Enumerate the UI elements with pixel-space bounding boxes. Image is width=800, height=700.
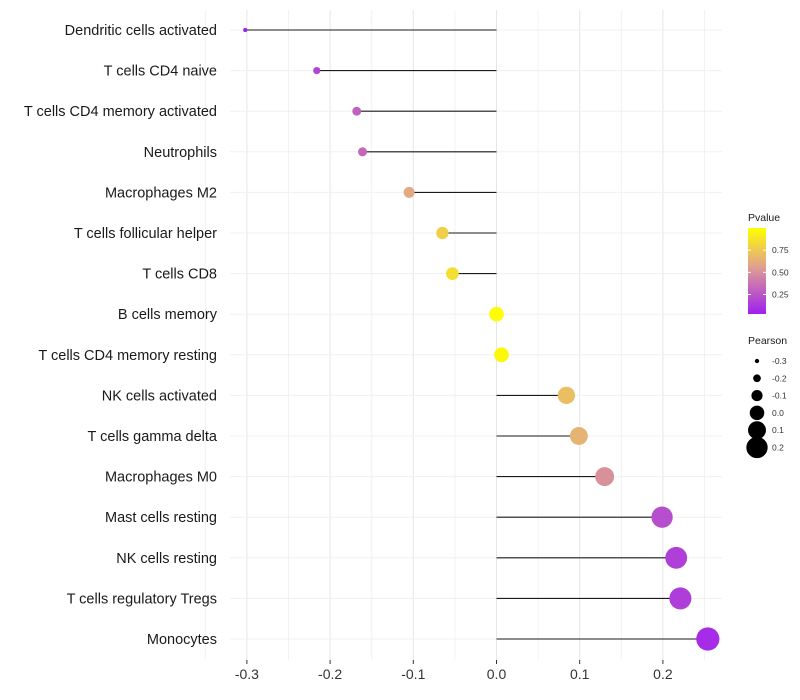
category-label: Monocytes [147,632,217,648]
category-label: NK cells activated [102,388,217,404]
colorbar-tick-label: 0.25 [772,289,789,299]
lollipop-point [358,147,368,157]
lollipop-point [669,587,692,610]
pearson-size-label: 0.0 [772,408,784,418]
category-label: T cells follicular helper [74,226,217,242]
lollipop-point [557,386,576,405]
pearson-legend: Pearson -0.3 -0.2 -0.1 0.0 0.1 0.2 [746,335,787,459]
category-label: Macrophages M2 [105,185,217,201]
pearson-size-key [751,390,763,402]
lollipop-point [446,267,459,280]
lollipop-point [313,67,321,75]
category-label: T cells CD4 naive [104,64,217,80]
category-label: NK cells resting [116,551,217,567]
pearson-size-key [754,358,760,364]
colorbar-tick-label: 0.50 [772,267,789,277]
pearson-size-label: 0.1 [772,425,784,435]
pearson-size-label: -0.1 [772,391,787,401]
pearson-size-label: -0.2 [772,373,787,383]
pearson-size-key [748,421,766,440]
category-label: T cells gamma delta [88,429,218,445]
lollipop-point [569,427,588,445]
category-label: T cells CD8 [142,267,217,283]
lollipop-point [243,27,248,33]
category-label: T cells CD4 memory resting [38,348,217,364]
pearson-size-key [746,436,768,459]
category-label: Macrophages M0 [105,470,217,486]
pearson-size-label: 0.2 [772,443,784,453]
pvalue-legend-title: Pvalue [748,212,780,224]
category-label: T cells CD4 memory activated [24,104,217,120]
x-tick-label: 0.0 [487,666,507,682]
pearson-size-key [753,374,761,383]
points [243,27,720,651]
pearson-legend-title: Pearson [748,335,787,347]
x-tick-label: 0.2 [653,666,673,682]
category-labels: Dendritic cells activated T cells CD4 nai… [24,23,218,648]
x-tick-label: 0.1 [570,666,590,682]
lollipop-point [696,627,720,651]
x-tick-label: -0.1 [401,666,425,682]
lollipop-point [595,467,615,487]
category-label: Mast cells resting [105,510,217,526]
category-label: Neutrophils [144,145,217,161]
grid [204,10,722,660]
lollipop-point [651,506,673,528]
x-tick-label: -0.2 [318,666,342,682]
pearson-size-label: -0.3 [772,356,787,366]
lollipop-point [403,186,415,198]
category-label: B cells memory [118,307,218,323]
lollipop-point [665,546,688,569]
pvalue-legend: Pvalue 0.75 0.50 0.25 [748,212,789,314]
colorbar-tick-label: 0.75 [772,245,789,255]
stems [245,29,708,640]
lollipop-point [352,106,362,116]
lollipop-point [494,347,509,363]
category-label: Dendritic cells activated [65,23,217,39]
lollipop-point [436,226,449,240]
category-label: T cells regulatory Tregs [67,591,217,607]
pvalue-colorbar [748,228,766,314]
x-axis-ticks: -0.3 -0.2 -0.1 0.0 0.1 0.2 [235,660,673,682]
lollipop-point [489,306,504,322]
x-tick-label: -0.3 [235,666,259,682]
pearson-size-key [749,405,765,421]
